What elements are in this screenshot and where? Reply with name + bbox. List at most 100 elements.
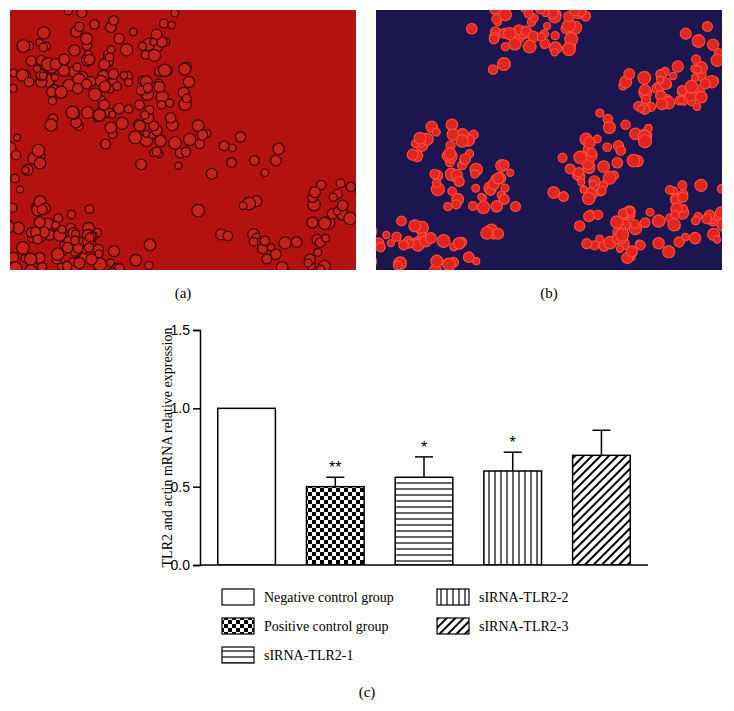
cell bbox=[711, 54, 722, 66]
cell bbox=[130, 28, 138, 36]
panel-label: (c) bbox=[359, 684, 376, 701]
cell bbox=[678, 192, 688, 202]
cell bbox=[444, 203, 452, 211]
cell bbox=[703, 22, 713, 32]
cell bbox=[34, 157, 45, 168]
cell bbox=[653, 238, 664, 249]
cell bbox=[603, 122, 615, 134]
cell bbox=[670, 72, 677, 79]
cell bbox=[578, 179, 585, 186]
cell bbox=[39, 72, 47, 80]
cell bbox=[616, 228, 629, 241]
cell bbox=[125, 105, 133, 113]
cell bbox=[125, 79, 133, 87]
cell bbox=[89, 88, 102, 101]
cell bbox=[175, 162, 182, 169]
cell bbox=[692, 216, 700, 224]
cell bbox=[25, 265, 36, 270]
cell bbox=[317, 265, 325, 270]
cell bbox=[309, 187, 320, 198]
legend-label: sIRNA-TLR2-2 bbox=[479, 590, 568, 605]
cell bbox=[271, 155, 282, 166]
cell bbox=[499, 160, 509, 170]
cell bbox=[17, 186, 24, 193]
cell bbox=[10, 262, 22, 270]
cell bbox=[444, 148, 456, 160]
cell bbox=[129, 131, 142, 144]
cell bbox=[584, 211, 594, 221]
cell bbox=[394, 257, 407, 270]
cell bbox=[24, 253, 36, 265]
cell bbox=[376, 242, 385, 252]
cell bbox=[376, 226, 377, 238]
cell bbox=[319, 217, 331, 229]
y-axis-title: TLR2 and actin mRNA relative expression bbox=[160, 328, 175, 568]
cell bbox=[84, 243, 93, 252]
cell bbox=[399, 240, 409, 250]
cell bbox=[501, 184, 509, 192]
cell bbox=[344, 212, 356, 224]
bar bbox=[218, 408, 276, 565]
cell bbox=[717, 184, 722, 193]
cell bbox=[291, 237, 301, 247]
cell bbox=[646, 208, 654, 216]
cell bbox=[708, 39, 719, 50]
cell bbox=[32, 144, 44, 156]
cell bbox=[152, 147, 161, 156]
cell bbox=[120, 44, 132, 56]
cell bbox=[346, 182, 356, 192]
error-bar-stem bbox=[335, 477, 337, 486]
cell bbox=[437, 235, 450, 248]
cell bbox=[55, 86, 67, 98]
cell bbox=[99, 100, 110, 111]
cell bbox=[105, 122, 116, 133]
cell bbox=[409, 220, 421, 232]
cell bbox=[154, 81, 165, 92]
cell bbox=[551, 32, 559, 40]
cell bbox=[67, 210, 75, 218]
cell bbox=[593, 210, 602, 219]
cell bbox=[452, 200, 461, 209]
figure: (a)(b)(c)0.00.51.01.5TLR2 and actin mRNA… bbox=[0, 0, 734, 711]
significance-label: * bbox=[421, 439, 427, 456]
legend-label: Positive control group bbox=[264, 619, 388, 634]
cell bbox=[596, 186, 606, 196]
cell bbox=[574, 168, 584, 178]
cell bbox=[675, 96, 684, 105]
cell bbox=[82, 54, 94, 66]
cell bbox=[307, 217, 318, 228]
cell bbox=[181, 147, 190, 156]
cell bbox=[693, 103, 701, 111]
legend-swatch bbox=[222, 647, 254, 663]
error-bar bbox=[504, 452, 522, 471]
cell bbox=[715, 207, 722, 218]
cell bbox=[713, 236, 720, 243]
cell bbox=[640, 85, 651, 96]
cell bbox=[109, 246, 120, 257]
error-bar-stem bbox=[601, 430, 603, 455]
cell bbox=[10, 84, 17, 92]
cell bbox=[490, 10, 499, 14]
bar bbox=[484, 471, 542, 565]
y-axis: 0.00.51.01.5 bbox=[171, 322, 201, 573]
cell bbox=[143, 83, 152, 92]
cell bbox=[478, 193, 485, 200]
cell bbox=[223, 231, 233, 241]
legend-item: sIRNA-TLR2-2 bbox=[437, 589, 568, 605]
cell bbox=[583, 192, 595, 204]
cell bbox=[109, 111, 116, 118]
cell bbox=[38, 263, 47, 270]
cell bbox=[77, 10, 87, 18]
cell bbox=[239, 202, 247, 210]
cell bbox=[356, 188, 357, 198]
cell bbox=[101, 139, 111, 149]
cell bbox=[674, 237, 684, 247]
cell bbox=[69, 45, 80, 56]
cell bbox=[169, 137, 182, 150]
error-bar-cap bbox=[415, 456, 433, 458]
cell bbox=[109, 16, 119, 26]
cell bbox=[656, 99, 667, 110]
cell bbox=[33, 235, 42, 244]
cell bbox=[11, 150, 20, 159]
cell bbox=[489, 34, 498, 43]
